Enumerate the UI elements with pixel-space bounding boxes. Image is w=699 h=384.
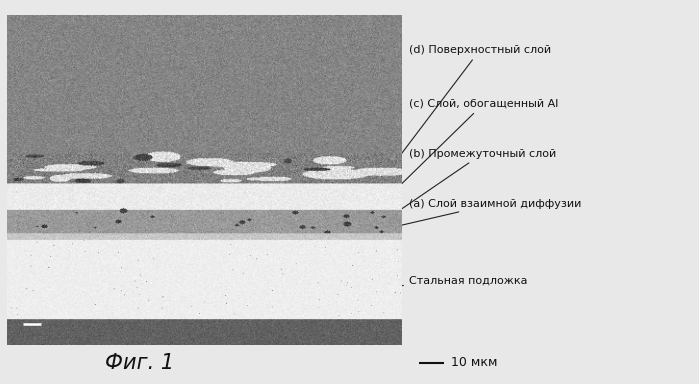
Text: Фиг. 1: Фиг. 1 [106,353,174,373]
Text: 10 мкм: 10 мкм [451,356,498,369]
Text: (a) Слой взаимной диффузии: (a) Слой взаимной диффузии [398,199,582,226]
Text: (b) Промежуточный слой: (b) Промежуточный слой [397,149,556,212]
Text: (c) Слой, обогащенный Al: (c) Слой, обогащенный Al [397,99,559,189]
Text: Стальная подложка: Стальная подложка [398,275,528,286]
Text: (d) Поверхностный слой: (d) Поверхностный слой [396,45,551,160]
